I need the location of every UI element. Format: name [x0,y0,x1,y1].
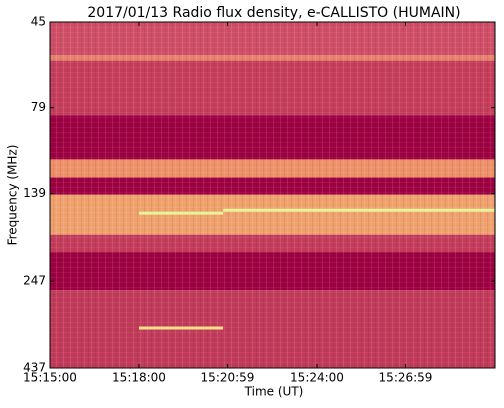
x-tick-label: 15:20:59 [201,371,255,385]
y-tick-label: 139 [23,186,46,200]
y-tick-label: 45 [31,15,46,29]
x-tick-label: 15:18:00 [112,371,166,385]
y-axis-label: Frequency (MHz) [6,145,20,246]
x-tick-label: 15:26:59 [379,371,433,385]
x-tick-label: 15:24:00 [290,371,344,385]
plot-area [50,22,496,368]
texture [50,22,495,368]
burst [223,208,496,212]
y-tick-label: 437 [23,361,46,375]
x-axis-label: Time (UT) [244,385,304,399]
x-tick-label: 15:15:00 [23,371,77,385]
plot-frame [49,21,496,369]
chart-title: 2017/01/13 Radio flux density, e-CALLIST… [87,5,460,21]
burst [139,326,224,330]
y-tick-label: 247 [23,274,46,288]
y-tick-label: 79 [31,100,46,114]
burst [139,211,224,215]
